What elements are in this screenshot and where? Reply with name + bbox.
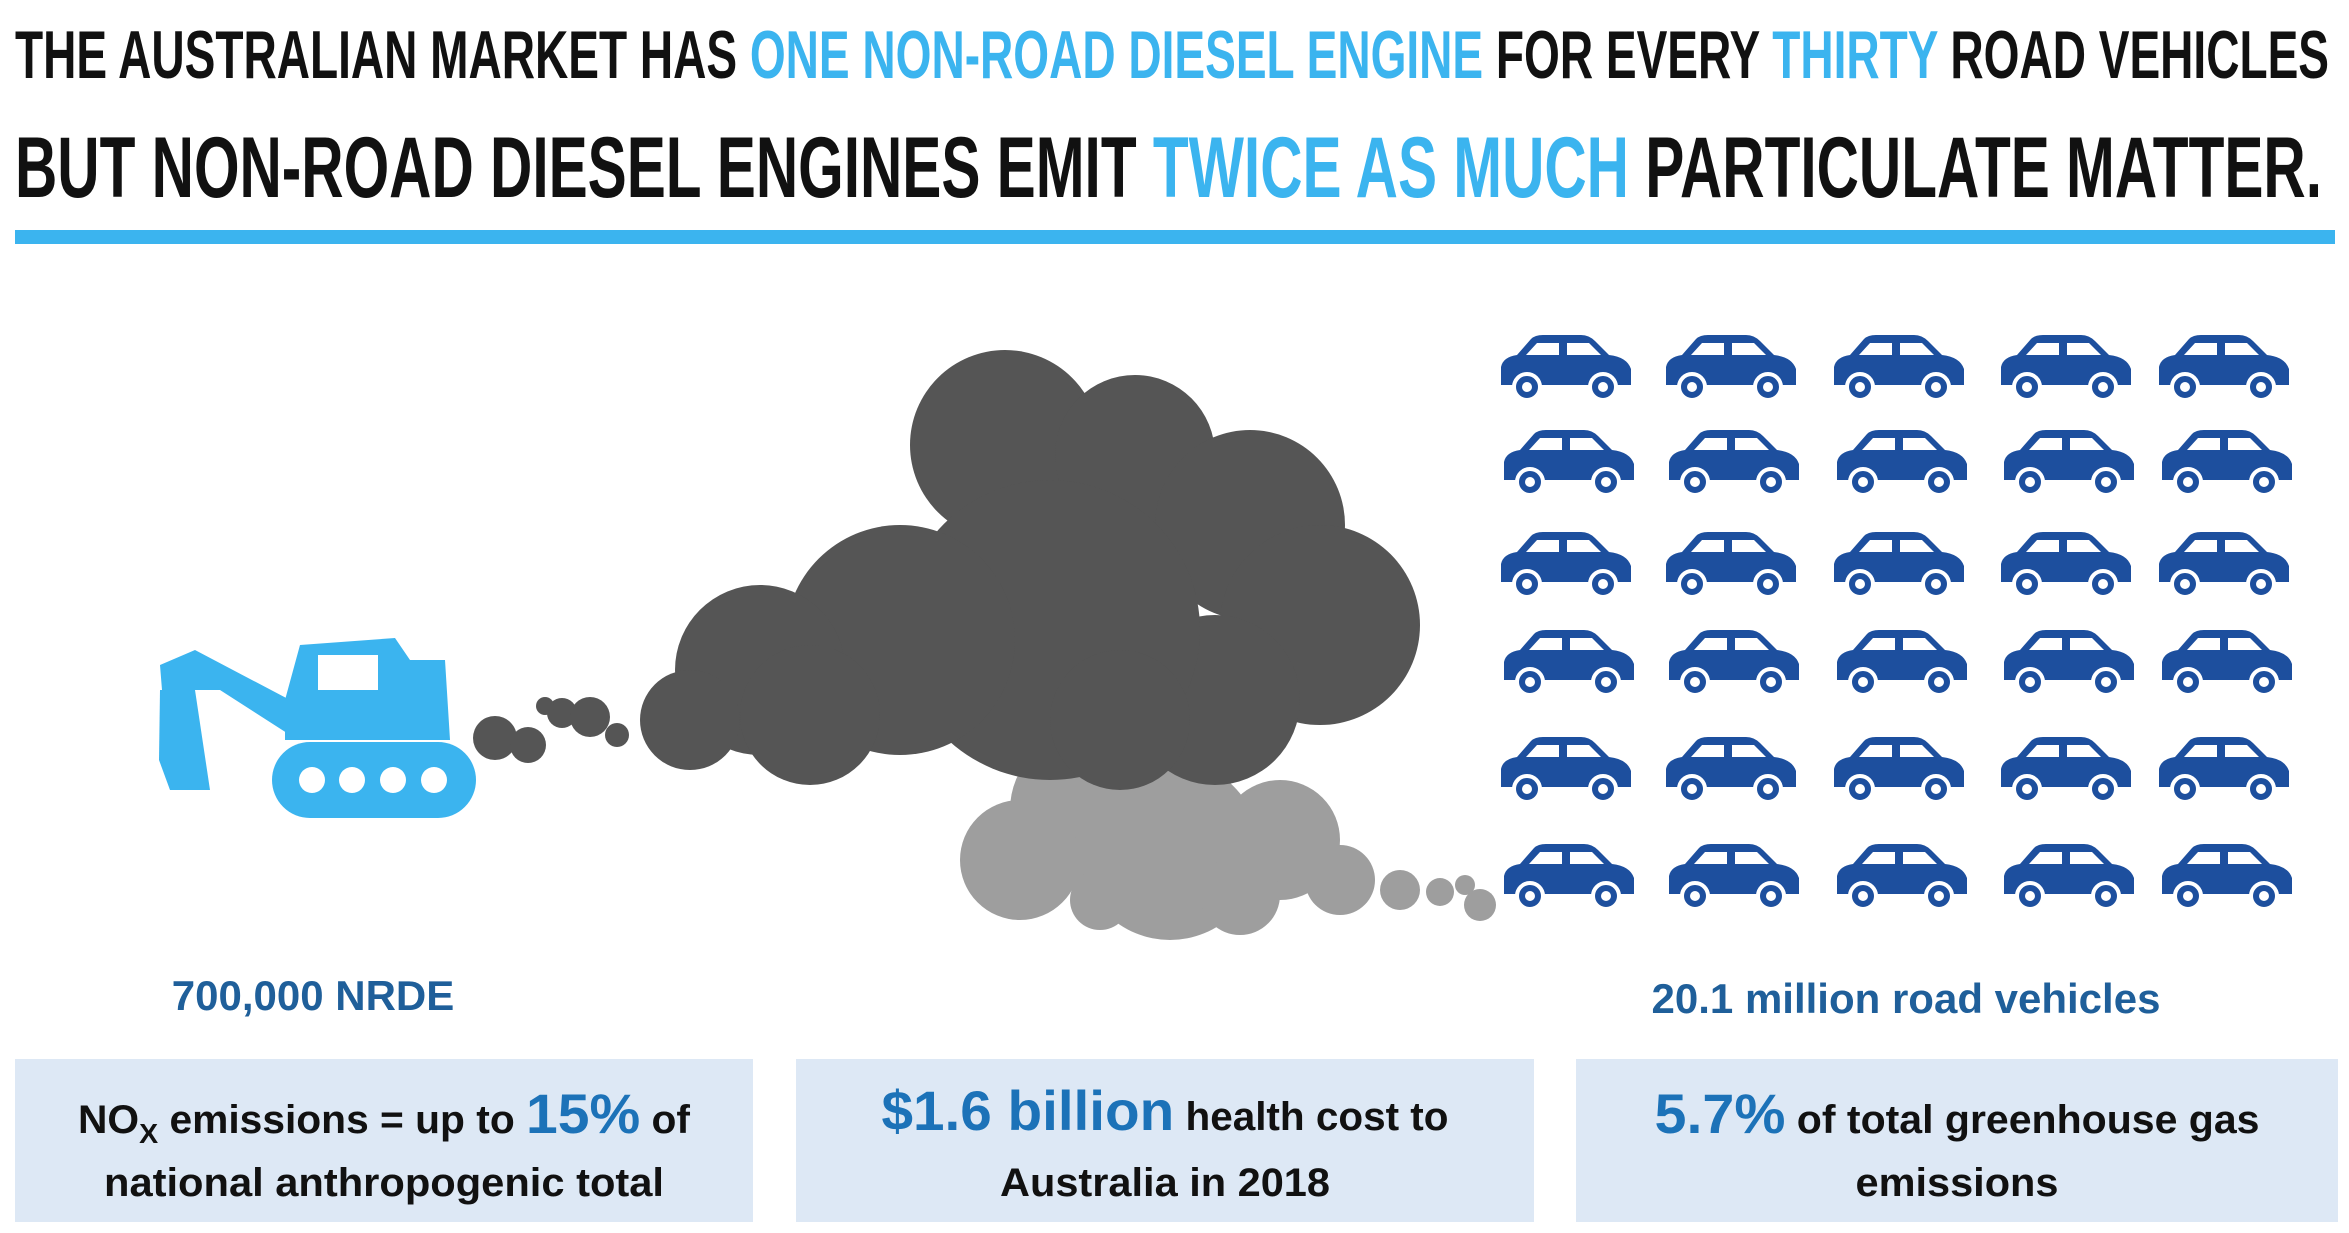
car-icon: [1667, 428, 1801, 497]
car-icon: [2002, 428, 2136, 497]
car-icon: [2002, 628, 2136, 697]
car-icon: [1499, 530, 1633, 599]
headline-2: BUT NON-ROAD DIESEL ENGINES EMIT TWICE A…: [15, 120, 2322, 216]
text: health cost to: [1174, 1095, 1448, 1139]
divider: [15, 230, 2335, 244]
text: NO: [78, 1098, 139, 1142]
car-icon: [1664, 333, 1798, 402]
stat-line: NOX emissions = up to 15% of: [78, 1082, 691, 1149]
car-icon: [1667, 628, 1801, 697]
car-icon: [2157, 735, 2291, 804]
stat-line: Australia in 2018: [1000, 1161, 1330, 1205]
highlight: $1.6 billion: [882, 1079, 1175, 1142]
car-icon: [1502, 628, 1636, 697]
car-icon: [1832, 530, 1966, 599]
stat-box: [796, 1059, 1534, 1222]
car-grid: [1499, 333, 2294, 911]
car-icon: [2002, 842, 2136, 911]
text: BUT NON-ROAD DIESEL ENGINES EMIT: [15, 120, 1153, 216]
car-icon: [1499, 735, 1633, 804]
car-icon: [2157, 530, 2291, 599]
car-icon: [1832, 735, 1966, 804]
car-icon: [2160, 428, 2294, 497]
car-icon: [2157, 333, 2291, 402]
text: emissions = up to: [158, 1098, 526, 1142]
car-icon: [1499, 333, 1633, 402]
stat-line: 5.7% of total greenhouse gas: [1655, 1082, 2260, 1145]
car-icon: [1999, 333, 2133, 402]
car-icon: [1664, 735, 1798, 804]
highlight: 5.7%: [1655, 1082, 1786, 1145]
text: THE AUSTRALIAN MARKET HAS: [15, 17, 750, 93]
car-icon: [1835, 842, 1969, 911]
car-icon: [1835, 628, 1969, 697]
car-icon: [1667, 842, 1801, 911]
stat-line: $1.6 billion health cost to: [882, 1079, 1449, 1142]
text: ROAD VEHICLES: [1938, 17, 2329, 93]
car-icon: [1999, 530, 2133, 599]
car-icon: [1999, 735, 2133, 804]
stat-line: national anthropogenic total: [104, 1161, 664, 1205]
highlight: 15%: [526, 1082, 640, 1145]
bulldozer: [159, 638, 476, 818]
nrde-label: 700,000 NRDE: [172, 972, 455, 1019]
stat-line: emissions: [1856, 1161, 2059, 1205]
text: FOR EVERY: [1483, 17, 1772, 93]
car-icon: [2160, 628, 2294, 697]
car-icon: [1664, 530, 1798, 599]
car-icon: [2160, 842, 2294, 911]
text: PARTICULATE MATTER.: [1629, 120, 2322, 216]
headline-1: THE AUSTRALIAN MARKET HAS ONE NON-ROAD D…: [15, 17, 2329, 93]
text: of: [640, 1098, 690, 1142]
car-icon: [1502, 428, 1636, 497]
car-icon: [1502, 842, 1636, 911]
text: of total greenhouse gas: [1785, 1098, 2259, 1142]
highlight: TWICE AS MUCH: [1153, 120, 1629, 216]
big-cloud: [473, 350, 1420, 790]
subscript: X: [139, 1118, 158, 1149]
car-icon: [1835, 428, 1969, 497]
highlight: THIRTY: [1772, 17, 1938, 93]
stat-box: [1576, 1059, 2338, 1222]
highlight: ONE NON-ROAD DIESEL ENGINE: [750, 17, 1483, 93]
car-icon: [1832, 333, 1966, 402]
vehicle-label: 20.1 million road vehicles: [1652, 975, 2161, 1022]
stat-box: [15, 1059, 753, 1222]
